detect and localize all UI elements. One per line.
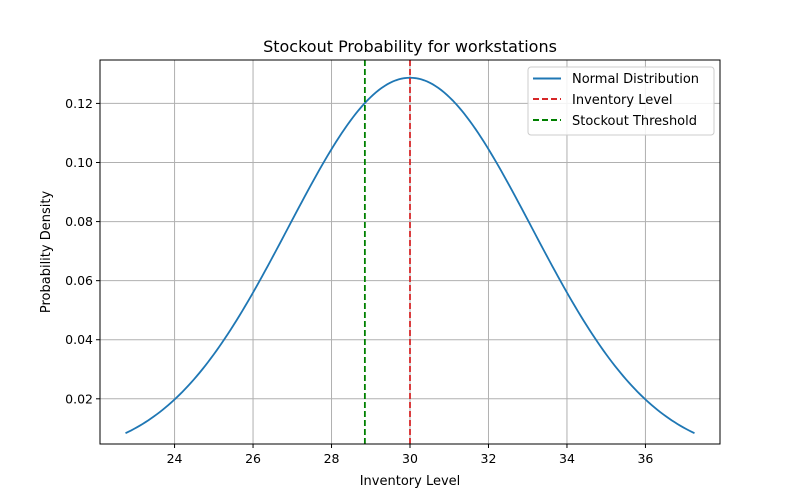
y-axis-label: Probability Density bbox=[39, 191, 54, 314]
normal-distribution-curve bbox=[125, 76, 695, 435]
chart-title: Stockout Probability for workstations bbox=[263, 37, 557, 56]
x-tick-label: 36 bbox=[637, 451, 653, 466]
legend-label-normal-distribution: Normal Distribution bbox=[572, 72, 699, 87]
x-axis-ticks: 24 26 28 30 32 34 36 bbox=[167, 444, 653, 466]
plot-lines bbox=[125, 60, 695, 444]
x-tick-label: 26 bbox=[245, 451, 261, 466]
legend: Normal Distribution Inventory Level Stoc… bbox=[527, 66, 715, 136]
y-tick-label: 0.10 bbox=[65, 155, 93, 170]
y-tick-label: 0.08 bbox=[65, 214, 93, 229]
x-tick-label: 28 bbox=[324, 451, 340, 466]
legend-label-inventory-level: Inventory Level bbox=[572, 93, 673, 108]
y-tick-label: 0.02 bbox=[65, 391, 93, 406]
x-tick-label: 32 bbox=[481, 451, 497, 466]
y-axis-ticks: 0.02 0.04 0.06 0.08 0.10 0.12 bbox=[65, 96, 100, 406]
y-tick-label: 0.04 bbox=[65, 332, 93, 347]
x-tick-label: 30 bbox=[402, 451, 418, 466]
y-tick-label: 0.12 bbox=[65, 96, 93, 111]
y-tick-label: 0.06 bbox=[65, 273, 93, 288]
x-tick-label: 24 bbox=[167, 451, 183, 466]
x-tick-label: 34 bbox=[559, 451, 575, 466]
x-axis-label: Inventory Level bbox=[360, 474, 461, 489]
legend-box bbox=[527, 66, 715, 136]
legend-label-stockout-threshold: Stockout Threshold bbox=[572, 114, 697, 129]
